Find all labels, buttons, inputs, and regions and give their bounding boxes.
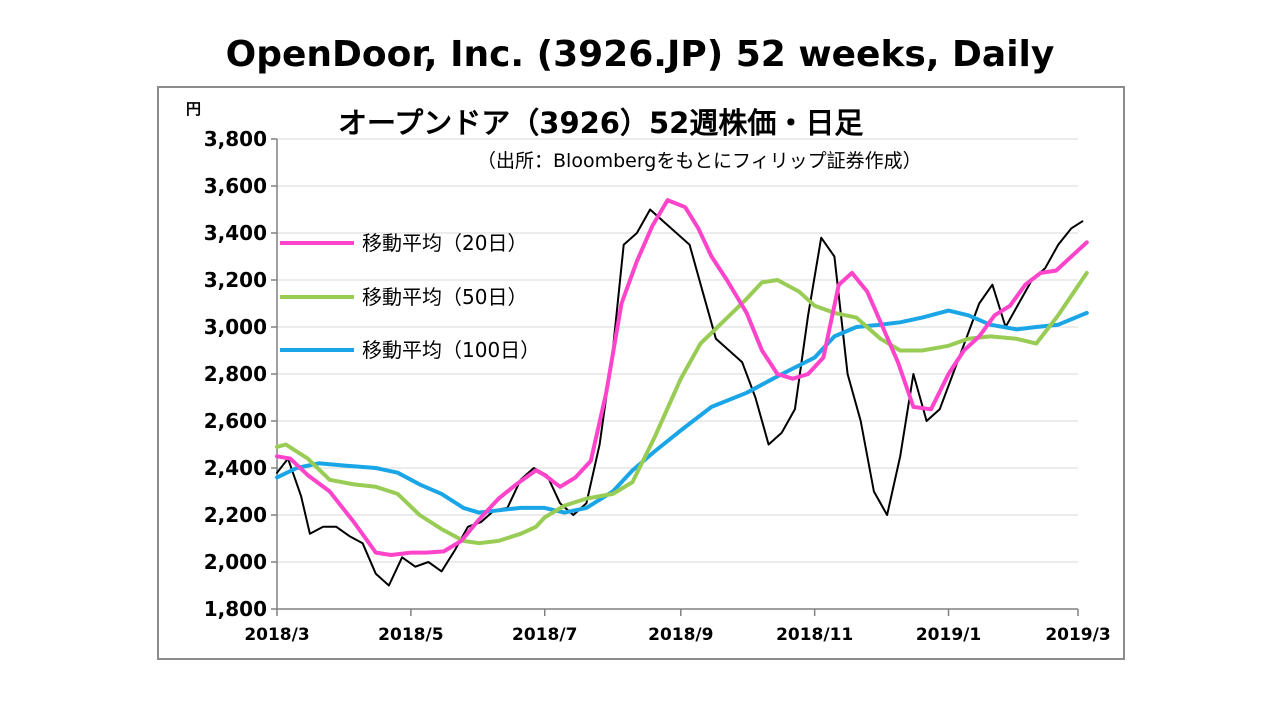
x-tick-label: 2018/5 (378, 625, 443, 645)
ma-series-line-0 (275, 198, 1089, 557)
y-tick-label: 3,600 (204, 174, 267, 198)
ma-series-line-2 (275, 308, 1089, 515)
slide-title: OpenDoor, Inc. (3926.JP) 52 weeks, Daily (225, 34, 1055, 75)
y-tick-label: 2,400 (204, 456, 267, 480)
y-unit-label: 円 (186, 100, 201, 118)
legend-label: 移動平均（50日） (362, 285, 527, 309)
x-tick-label: 2019/1 (916, 625, 981, 645)
axis-layer: 3,800 3,600 3,400 3,200 3,000 2,800 2,600 2,400… (204, 127, 1111, 645)
legend-label: 移動平均（20日） (362, 231, 527, 255)
y-tick-label: 3,000 (204, 315, 267, 339)
x-tick-label: 2019/3 (1045, 625, 1110, 645)
y-tick-label: 3,400 (204, 221, 267, 245)
chart-title: オープンドア（3926）52週株価・日足 (338, 106, 863, 140)
y-tick-label: 2,200 (204, 503, 267, 527)
chart-subtitle: （出所：Bloombergをもとにフィリップ証券作成） (477, 150, 922, 172)
y-tick-label: 3,200 (204, 268, 267, 292)
y-tick-label: 1,800 (204, 597, 267, 621)
y-tick-label: 2,600 (204, 409, 267, 433)
ma-series-line-1 (275, 270, 1089, 546)
x-tick-label: 2018/11 (776, 625, 853, 645)
y-tick-label: 2,000 (204, 550, 267, 574)
price-series-line (276, 208, 1084, 587)
chart-frame (157, 86, 1125, 660)
y-tick-label: 3,800 (204, 127, 267, 151)
legend-layer: 移動平均（20日） 移動平均（50日） 移動平均（100日） (280, 231, 540, 362)
x-tick-label: 2018/9 (648, 625, 713, 645)
x-tick-label: 2018/3 (244, 625, 309, 645)
legend-label: 移動平均（100日） (362, 338, 540, 362)
series-layer (275, 198, 1089, 587)
y-tick-label: 2,800 (204, 362, 267, 386)
x-tick-label: 2018/7 (512, 625, 577, 645)
